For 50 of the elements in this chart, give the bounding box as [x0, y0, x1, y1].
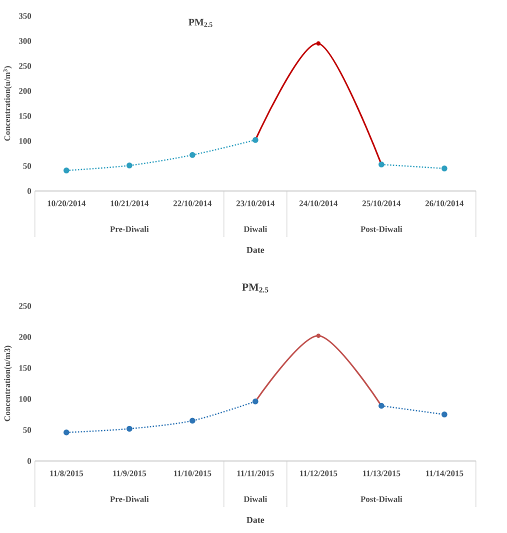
point: [63, 430, 70, 436]
x-tick-label: 25/10/2014: [362, 200, 400, 206]
point: [441, 412, 448, 418]
y-axis-title: Concentration(u/m$^{3}$): [3, 66, 12, 141]
x-tick-label: 11/10/2015: [174, 470, 211, 476]
y-tick-label: 350: [18, 13, 31, 19]
x-tick-label: 24/10/2014: [299, 200, 338, 206]
point: [126, 162, 132, 168]
y-tick-label: 0: [27, 188, 31, 194]
point: [316, 41, 320, 46]
x-tick-label: 22/10/2014: [173, 200, 212, 206]
text: Pre-Diwali: [110, 226, 149, 232]
point: [316, 334, 320, 338]
text: Post-Diwali: [360, 496, 402, 502]
x-tick-label: 10/21/2014: [110, 200, 148, 206]
text: Post-Diwali: [360, 226, 402, 232]
y-tick-label: 100: [19, 138, 31, 144]
x-tick-label: 11/13/2015: [362, 470, 400, 476]
y-tick-label: 300: [18, 38, 31, 44]
y-tick-label: 250: [18, 303, 31, 309]
point: [189, 152, 196, 158]
point: [189, 418, 196, 424]
text: Diwali: [244, 226, 267, 232]
y-tick-label: 50: [23, 427, 31, 433]
x-axis-title: Date: [246, 247, 264, 253]
y-tick-label: 100: [19, 396, 31, 402]
y-tick-label: 200: [18, 88, 31, 94]
text: Pre-Diwali: [110, 496, 149, 502]
y-tick-label: 50: [23, 163, 31, 169]
chart-title: PM$_{2.5}$: [242, 284, 268, 292]
x-tick-label: 10/20/2014: [48, 200, 86, 206]
x-tick-label: 11/14/2015: [426, 470, 463, 476]
y-tick-label: 0: [27, 458, 31, 464]
point: [441, 166, 448, 172]
x-tick-label: 23/10/2014: [236, 200, 274, 206]
y-tick-label: 150: [19, 365, 31, 371]
x-tick-label: 11/11/2015: [237, 470, 274, 476]
chart-title: PM$_{2.5}$: [188, 18, 212, 28]
y-tick-label: 200: [18, 334, 31, 340]
x-tick-label: 11/9/2015: [112, 470, 146, 476]
y-axis-title: Concentration(u/m3): [4, 346, 12, 422]
x-tick-label: 11/12/2015: [300, 470, 337, 476]
x-tick-label: 26/10/2014: [425, 200, 464, 206]
point: [63, 168, 70, 174]
x-axis-title: Date: [246, 517, 264, 523]
text: Diwali: [244, 496, 267, 502]
point: [126, 426, 132, 432]
y-tick-label: 250: [18, 63, 31, 69]
x-tick-label: 11/8/2015: [50, 470, 83, 476]
y-tick-label: 150: [19, 113, 31, 119]
